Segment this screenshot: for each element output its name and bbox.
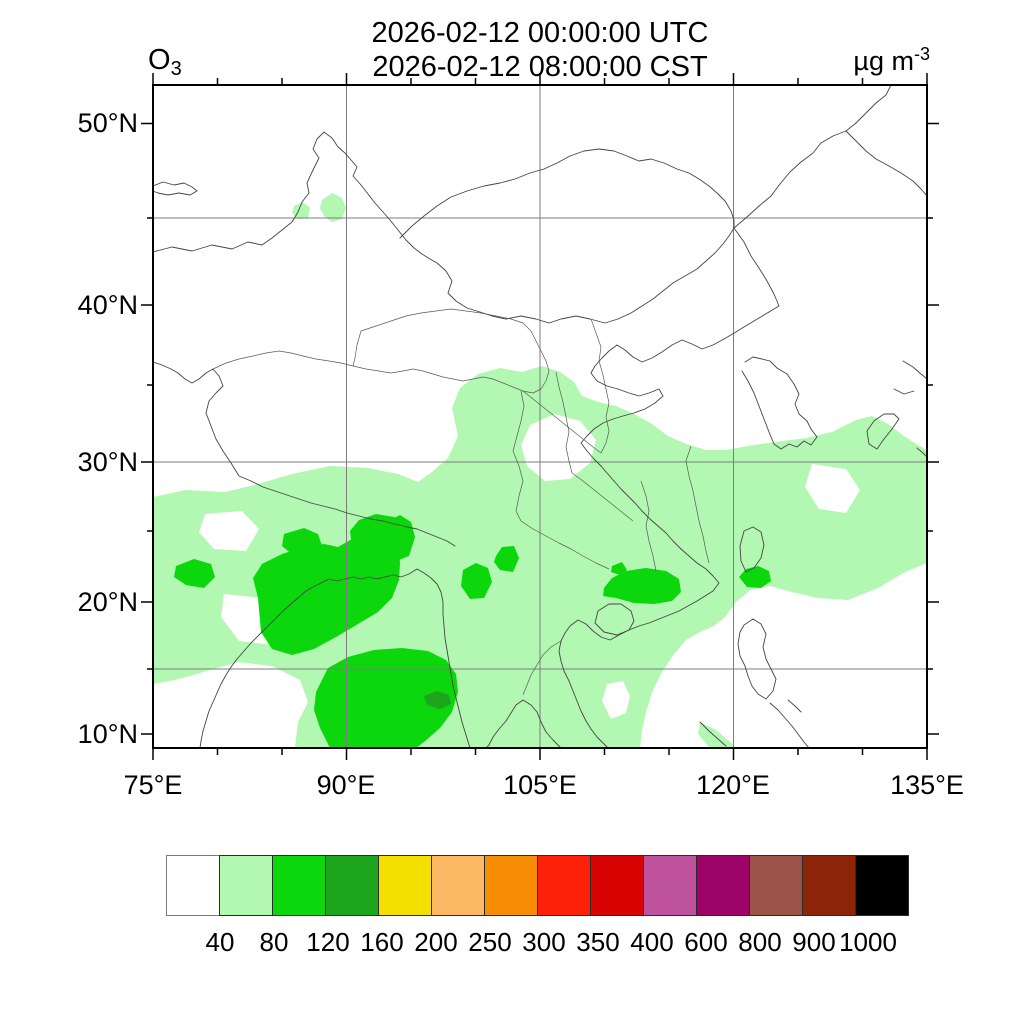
x-axis-label-90e: 90°E [316, 770, 376, 800]
coastlines [153, 85, 927, 748]
colorbar-cell [325, 855, 379, 916]
colorbar-label: 900 [792, 927, 836, 957]
colorbar-label: 40 [205, 927, 235, 957]
y-axis-label-10n: 10°N [77, 719, 138, 749]
x-axis-label-120e: 120°E [696, 770, 770, 800]
colorbar-cell [378, 855, 432, 916]
colorbar-label: 350 [576, 927, 620, 957]
colorbar [166, 855, 909, 916]
x-axis-label-135e: 135°E [890, 770, 964, 800]
axis-ticks [141, 73, 939, 760]
colorbar-label: 200 [414, 927, 458, 957]
y-axis-label-20n: 20°N [77, 587, 138, 617]
x-axis-label-75e: 75°E [123, 770, 183, 800]
colorbar-label: 80 [259, 927, 289, 957]
title-cst: 2026-02-12 08:00:00 CST [372, 51, 708, 83]
species-symbol: O [148, 44, 171, 76]
title-utc: 2026-02-12 00:00:00 UTC [371, 17, 709, 49]
map-gridlines [153, 85, 927, 748]
colorbar-cell [431, 855, 485, 916]
species-subscript: 3 [170, 58, 182, 80]
colorbar-label: 300 [522, 927, 566, 957]
unit-label: µg m-3 [814, 44, 930, 77]
colorbar-cell [537, 855, 591, 916]
plot-title: 2026-02-12 00:00:00 UTC 2026-02-12 08:00… [212, 16, 868, 84]
colorbar-label: 400 [630, 927, 674, 957]
colorbar-cell [272, 855, 326, 916]
contour-region-level-80-120 [174, 514, 771, 748]
colorbar-cell [590, 855, 644, 916]
colorbar-label: 120 [306, 927, 350, 957]
unit-exponent: -3 [913, 44, 930, 64]
province-borders [212, 308, 710, 696]
y-axis-label-30n: 30°N [77, 447, 138, 477]
y-axis-label-50n: 50°N [77, 108, 138, 138]
contour-region-level-120-160 [424, 691, 451, 709]
colorbar-cell [855, 855, 909, 916]
colorbar-cell [219, 855, 273, 916]
colorbar-cell [749, 855, 803, 916]
colorbar-cell [696, 855, 750, 916]
y-axis-label-40n: 40°N [77, 290, 138, 320]
colorbar-cell [802, 855, 856, 916]
colorbar-cell [484, 855, 538, 916]
species-label: O3 [148, 44, 182, 81]
colorbar-label: 250 [468, 927, 512, 957]
x-axis-label-105e: 105°E [503, 770, 577, 800]
map-frame [152, 84, 928, 749]
colorbar-cell [643, 855, 697, 916]
colorbar-label: 800 [738, 927, 782, 957]
colorbar-label: 160 [360, 927, 404, 957]
unit-base: µg m [853, 46, 914, 76]
colorbar-label: 1000 [839, 927, 897, 957]
colorbar-cell [166, 855, 220, 916]
colorbar-label: 600 [684, 927, 728, 957]
